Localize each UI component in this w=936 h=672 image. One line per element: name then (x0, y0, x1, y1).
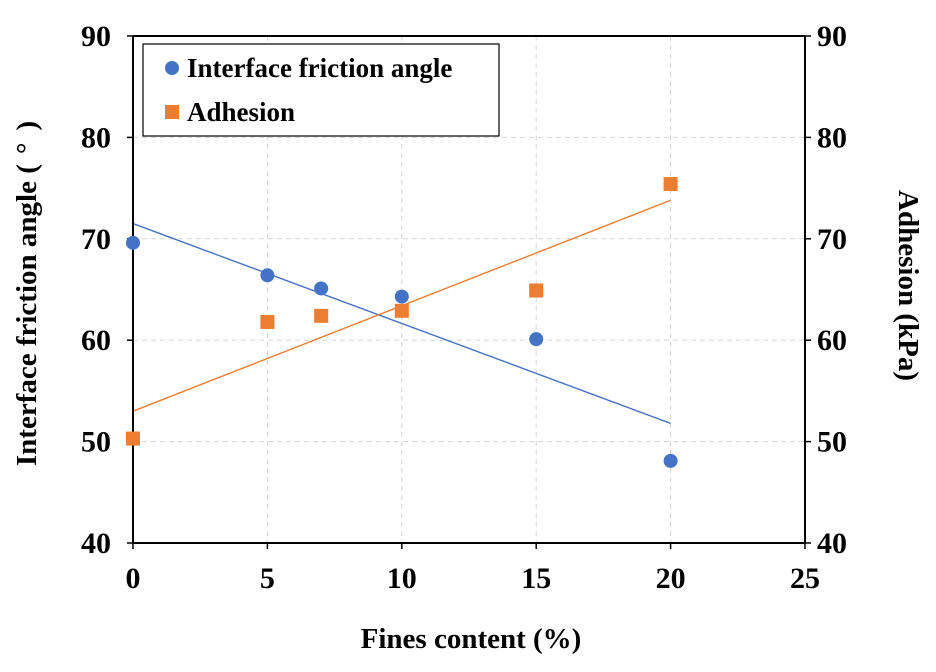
friction-angle-point (529, 332, 544, 347)
y-right-tick-label: 50 (817, 426, 847, 459)
friction-angle-point (314, 281, 329, 296)
legend-label: Adhesion (187, 97, 295, 127)
friction-angle-point (394, 289, 409, 304)
adhesion-point (314, 308, 329, 323)
adhesion-point (126, 431, 140, 446)
y-right-tick-label: 70 (817, 223, 847, 256)
data-points (126, 177, 678, 468)
grid (133, 36, 805, 543)
friction-angle-point (663, 453, 678, 468)
legend-marker-adhesion (165, 105, 179, 119)
x-tick-label: 25 (790, 562, 820, 595)
x-tick-label: 20 (656, 562, 686, 595)
y-axis-right-title: Adhesion (kPa) (892, 190, 924, 381)
y-right-tick-label: 40 (817, 527, 847, 560)
y-left-tick-label: 50 (81, 426, 111, 459)
y-axis-left-title-prefix: Interface friction angle ( (11, 164, 43, 466)
y-left-tick-label: 60 (81, 324, 111, 357)
y-axis-left-title: Interface friction angle ( °) (11, 121, 43, 466)
adhesion-point (260, 314, 275, 329)
x-tick-label: 0 (126, 562, 141, 595)
legend-box (142, 43, 500, 137)
y-axis-left-title-suffix: ) (11, 121, 43, 131)
x-tick-label: 5 (260, 562, 275, 595)
y-right-tick-label: 80 (817, 121, 847, 154)
trendline-interface-friction-angle (132, 222, 671, 425)
y-left-tick-label: 40 (81, 527, 111, 560)
x-tick-label: 15 (521, 562, 551, 595)
legend: Interface friction angle Adhesion (142, 43, 500, 137)
adhesion-point (529, 283, 544, 298)
x-axis-title: Fines content (%) (361, 623, 582, 655)
adhesion-point (663, 177, 678, 192)
x-tick-label: 10 (387, 562, 417, 595)
y-right-tick-label: 90 (817, 20, 847, 53)
plot-frame (127, 35, 811, 549)
y-left-tick-label: 90 (81, 20, 111, 53)
y-left-tick-label: 80 (81, 121, 111, 154)
legend-marker-friction-angle (165, 61, 179, 75)
y-right-tick-label: 60 (817, 324, 847, 357)
y-left-tick-label: 70 (81, 223, 111, 256)
degree-symbol: ° (11, 143, 43, 155)
friction-angle-point (260, 268, 275, 283)
legend-label: Interface friction angle (187, 53, 452, 83)
adhesion-point (394, 303, 409, 318)
friction-angle-point (126, 235, 140, 250)
